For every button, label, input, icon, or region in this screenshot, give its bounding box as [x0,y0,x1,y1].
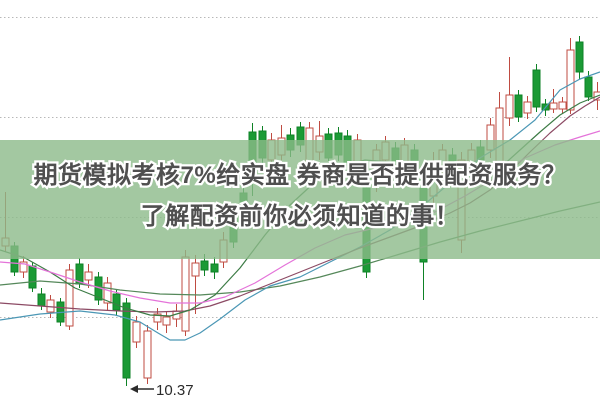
candle-down [122,302,131,379]
candle-up [162,316,171,326]
candle-up [46,299,55,313]
candle-up [558,101,567,110]
candle-up [132,321,141,343]
headline-line-1: 期货模拟考核7%给实盘 券商是否提供配资服务？ [31,160,568,192]
candle-down [575,41,584,73]
candle-up [566,49,575,111]
candle-up [84,271,93,281]
candle-down [28,265,37,289]
candle-up [523,101,532,114]
candle-down [112,293,121,311]
candle-up [143,330,152,379]
headline-line-2: 了解配资前你必须知道的事！ [139,201,461,233]
candle-up [153,313,162,323]
candle-down [532,69,541,108]
candle-down [210,263,219,273]
candle-down [200,260,209,271]
candle-up [505,94,514,119]
ma-teal [0,71,600,341]
candle-up [65,269,74,327]
candle-up [191,262,200,277]
low-price-label: 10.37 [156,382,194,399]
candle-up [549,102,558,110]
candle-up [19,261,28,273]
candle-down [584,76,593,98]
headline-banner: 期货模拟考核7%给实盘 券商是否提供配资服务？ 了解配资前你必须知道的事！ [0,140,600,259]
low-arrow-head [130,385,138,393]
candle-up [103,282,112,304]
candle-down [37,293,46,307]
candle-down [514,94,523,118]
